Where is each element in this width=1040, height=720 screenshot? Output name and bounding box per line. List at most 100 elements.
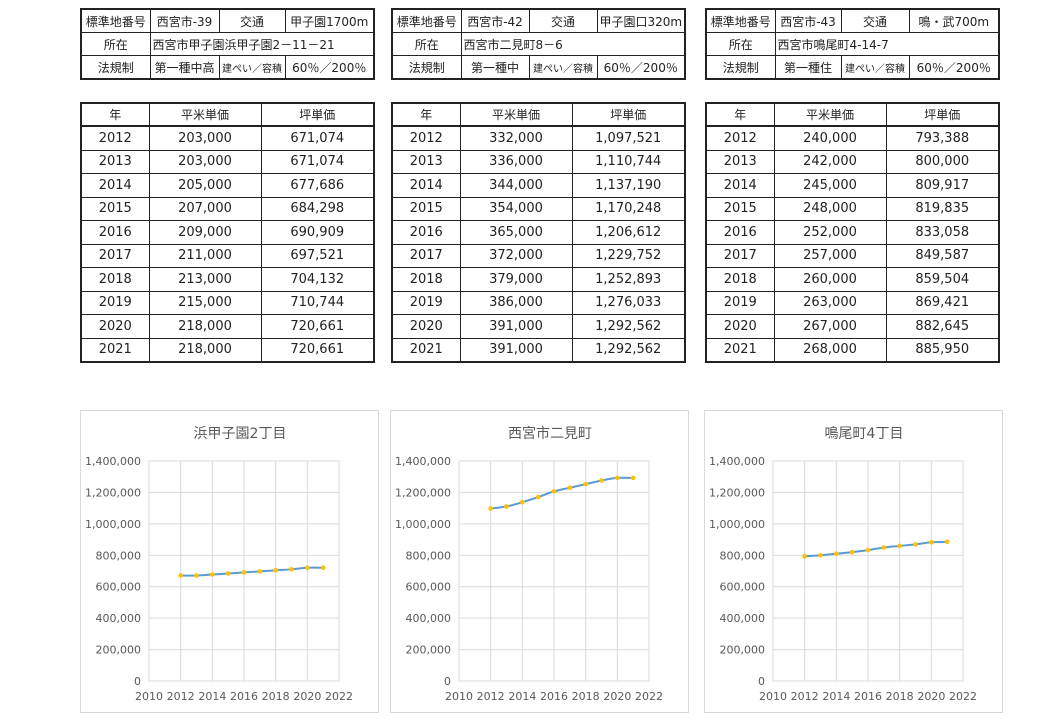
price-table: 年 平米単価 坪単価 2012 203,000 671,074 2013 203,000… <box>80 102 375 363</box>
y-tick-label: 1,000,000 <box>85 518 141 531</box>
header-year: 年 <box>80 102 150 127</box>
data-point <box>929 539 934 545</box>
data-point <box>881 545 887 550</box>
table-row: 2013 336,000 1,110,744 <box>391 149 686 174</box>
standard-number: 西宮市-43 <box>774 8 842 33</box>
price-tsubo-cell: 882,645 <box>885 314 1000 339</box>
year-cell: 2012 <box>705 125 775 151</box>
price-sqm-cell: 257,000 <box>773 243 887 268</box>
data-point <box>504 504 509 509</box>
y-tick-label: 1,000,000 <box>395 518 451 531</box>
year-cell: 2015 <box>391 196 461 221</box>
standard-number: 西宮市-39 <box>149 8 220 33</box>
table-row: 2015 207,000 684,298 <box>80 196 375 221</box>
table-row: 2019 263,000 869,421 <box>705 290 1000 315</box>
table-row: 2020 218,000 720,661 <box>80 314 375 339</box>
table-row: 2016 252,000 833,058 <box>705 220 1000 245</box>
x-tick-label: 2020 <box>603 690 631 703</box>
year-cell: 2017 <box>80 243 150 268</box>
year-cell: 2015 <box>705 196 775 221</box>
header-price-tsubo: 坪単価 <box>571 102 686 127</box>
data-point <box>257 569 263 574</box>
label-transport: 交通 <box>218 8 286 33</box>
year-cell: 2013 <box>391 149 461 174</box>
label-transport: 交通 <box>528 8 598 33</box>
year-cell: 2012 <box>391 125 461 151</box>
year-cell: 2016 <box>705 220 775 245</box>
data-point <box>615 475 620 481</box>
price-tsubo-cell: 690,909 <box>260 220 375 245</box>
price-tsubo-cell: 869,421 <box>885 290 1000 315</box>
ratio: 60％／200％ <box>596 55 686 80</box>
price-sqm-cell: 242,000 <box>773 149 887 174</box>
y-tick-label: 1,200,000 <box>709 486 765 499</box>
price-sqm-cell: 379,000 <box>459 267 573 292</box>
year-cell: 2016 <box>80 220 150 245</box>
y-tick-label: 400,000 <box>96 612 142 625</box>
table-row: 2018 260,000 859,504 <box>705 267 1000 292</box>
y-tick-label: 800,000 <box>96 549 142 562</box>
price-tsubo-cell: 677,686 <box>260 173 375 198</box>
data-point <box>225 571 231 576</box>
price-sqm-cell: 240,000 <box>773 125 887 151</box>
address: 西宮市鳴尾町4-14-7 <box>774 32 1000 56</box>
header-price-tsubo: 坪単価 <box>260 102 375 127</box>
price-rows: 2012 332,000 1,097,521 2013 336,000 1,110,744… <box>391 125 686 363</box>
price-tsubo-cell: 720,661 <box>260 337 375 363</box>
ratio: 60％／200％ <box>908 55 1000 80</box>
data-point <box>913 542 918 547</box>
data-point <box>520 499 525 505</box>
table-row: 2018 213,000 704,132 <box>80 267 375 292</box>
y-tick-label: 1,400,000 <box>395 455 451 468</box>
info-table: 標準地番号 西宮市-42 交通 甲子園口320m 所在 西宮市二見町8－6 法規… <box>391 8 686 80</box>
data-point <box>897 543 902 549</box>
table-row: 2020 267,000 882,645 <box>705 314 1000 339</box>
price-tsubo-cell: 833,058 <box>885 220 1000 245</box>
y-tick-label: 1,400,000 <box>85 455 141 468</box>
x-tick-label: 2018 <box>262 690 290 703</box>
year-cell: 2020 <box>80 314 150 339</box>
price-tsubo-cell: 819,835 <box>885 196 1000 221</box>
series-line <box>804 540 948 558</box>
data-point <box>944 539 950 545</box>
year-cell: 2016 <box>391 220 461 245</box>
data-point <box>241 570 247 575</box>
price-sqm-cell: 252,000 <box>773 220 887 245</box>
x-tick-label: 2012 <box>167 690 195 703</box>
table-row: 2016 209,000 690,909 <box>80 220 375 245</box>
price-sqm-cell: 372,000 <box>459 243 573 268</box>
data-point <box>567 485 573 491</box>
y-tick-label: 600,000 <box>720 581 766 594</box>
price-rows: 2012 240,000 793,388 2013 242,000 800,000 2014… <box>705 125 1000 363</box>
data-point <box>583 481 588 487</box>
year-cell: 2021 <box>80 337 150 363</box>
chart-svg: 鳴尾町4丁目 0 200,000 400,000 600,000 800,000 1,000… <box>709 426 977 703</box>
ratio: 60％／200％ <box>284 55 375 80</box>
label-regulation: 法規制 <box>391 55 462 80</box>
data-point <box>599 478 604 483</box>
label-standard-number: 標準地番号 <box>80 8 151 33</box>
price-tsubo-cell: 1,170,248 <box>571 196 686 221</box>
chart-title: 西宮市二見町 <box>508 425 592 442</box>
year-cell: 2014 <box>80 173 150 198</box>
zoning: 第一種中高 <box>149 55 220 80</box>
label-transport: 交通 <box>840 8 910 33</box>
standard-number: 西宮市-42 <box>460 8 530 33</box>
x-tick-label: 2010 <box>445 690 473 703</box>
price-tsubo-cell: 671,074 <box>260 149 375 174</box>
price-sqm-cell: 207,000 <box>148 196 262 221</box>
year-cell: 2018 <box>80 267 150 292</box>
x-tick-label: 2018 <box>572 690 600 703</box>
table-row: 2020 391,000 1,292,562 <box>391 314 686 339</box>
price-tsubo-cell: 1,229,752 <box>571 243 686 268</box>
y-tick-label: 800,000 <box>406 549 452 562</box>
data-point <box>488 506 493 511</box>
info-table: 標準地番号 西宮市-39 交通 甲子園1700m 所在 西宮市甲子園浜甲子園2－… <box>80 8 375 80</box>
table-row: 2014 205,000 677,686 <box>80 173 375 198</box>
y-tick-label: 200,000 <box>720 644 766 657</box>
year-cell: 2013 <box>705 149 775 174</box>
price-sqm-cell: 268,000 <box>773 337 887 363</box>
data-point <box>630 475 636 481</box>
price-sqm-cell: 332,000 <box>459 125 573 151</box>
table-row: 2012 203,000 671,074 <box>80 125 375 151</box>
